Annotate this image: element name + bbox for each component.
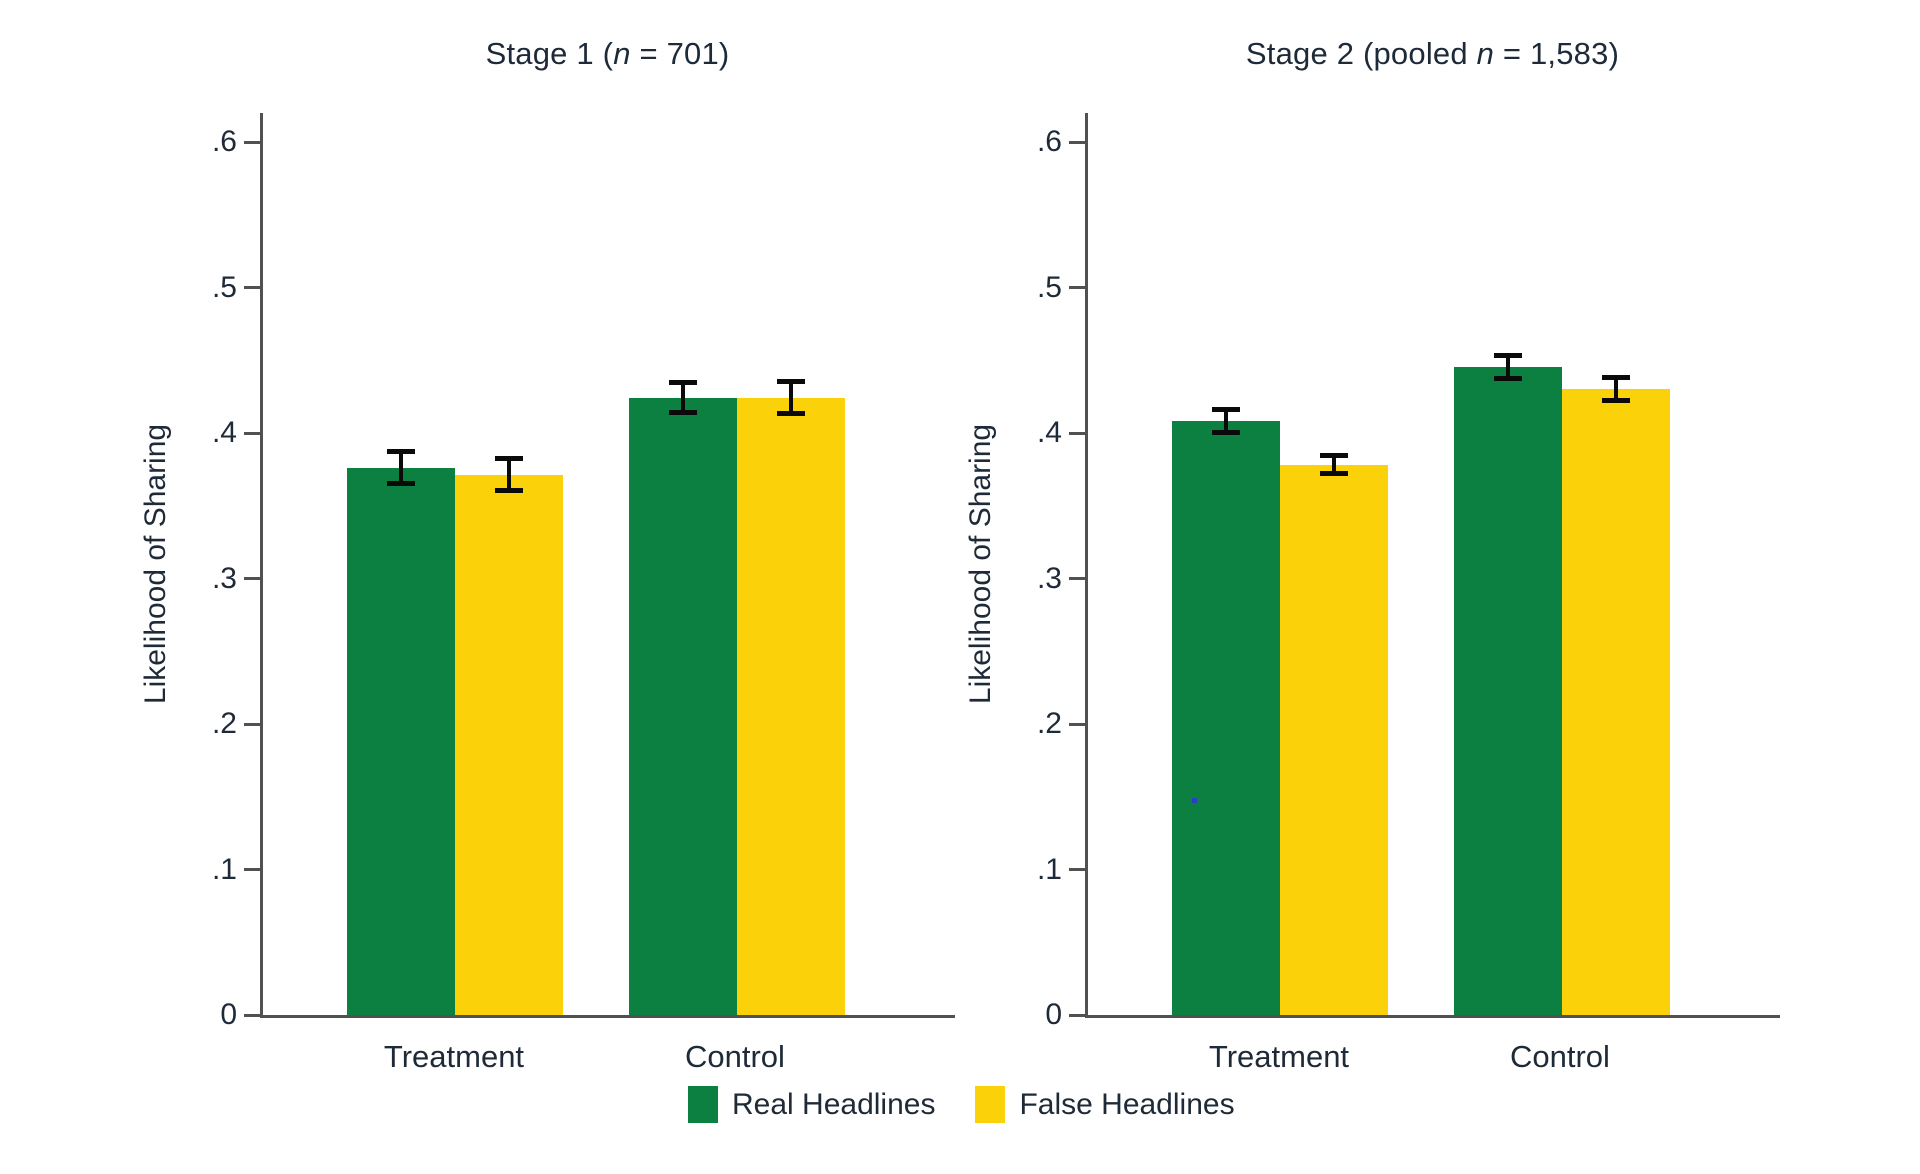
legend-label-real: Real Headlines <box>732 1087 936 1121</box>
error-bar-cap-bottom <box>386 481 415 487</box>
panel2-ytick-.3 <box>1069 577 1085 581</box>
error-bar-line <box>1614 377 1619 401</box>
error-bar-cap-top <box>669 380 698 386</box>
error-bar-cap-bottom <box>1211 430 1240 436</box>
error-bar-cap-top <box>386 449 415 455</box>
panel2-title-prefix: Stage 2 (pooled <box>1245 36 1477 71</box>
panel1-ytick-label-.5: .5 <box>211 270 237 304</box>
panel1-ytick-label-.2: .2 <box>211 707 237 741</box>
panel1-ytick-label-.6: .6 <box>211 125 237 159</box>
panel2-title-n-italic: n <box>1476 36 1495 71</box>
panel2-bar-treatment-false <box>1279 453 1388 1015</box>
panel2-title-suffix: = 1,583) <box>1494 36 1620 71</box>
panel2-ytick-label-.5: .5 <box>1036 270 1062 304</box>
panel2-plot-area: Likelihood of Sharing 0 .1 .2 .3 .4 .5 .6 Treat… <box>964 113 1780 1074</box>
error-bar-cap-top <box>1494 352 1523 358</box>
panel1-ytick-0 <box>244 1013 260 1017</box>
error-bar-line <box>1506 355 1511 379</box>
panel1-ytick-label-0: 0 <box>220 998 237 1031</box>
stray-dot-artifact <box>1192 798 1197 803</box>
panel1-bar-control-false <box>737 379 846 1015</box>
panel1-group-control <box>629 379 846 1015</box>
error-bar-cap-top <box>1319 453 1348 459</box>
panel1-bar-control-real <box>629 380 738 1015</box>
error-bar-cap-bottom <box>669 409 698 415</box>
panel2-ytick-label-.1: .1 <box>1036 852 1062 886</box>
panel2-ytick-.5 <box>1069 286 1085 290</box>
panel1-y-axis-label: Likelihood of Sharing <box>139 423 172 705</box>
legend-item-real-headlines: Real Headlines <box>688 1086 935 1123</box>
panel2-ytick-label-.4: .4 <box>1036 416 1062 450</box>
panel2-xlabel-control: Control <box>1509 1039 1610 1074</box>
legend: Real Headlines False Headlines <box>688 1086 1275 1123</box>
error-bar-line <box>789 381 794 414</box>
panel2-ytick-0 <box>1069 1013 1085 1017</box>
panel2-ytick-.2 <box>1069 722 1085 726</box>
panel1-title-n-italic: n <box>613 36 631 71</box>
panel1-title-suffix: = 701) <box>630 36 730 71</box>
panel1-ytick-.6 <box>244 140 260 144</box>
panel1-xlabel-control: Control <box>684 1039 785 1074</box>
error-bar-line <box>398 451 403 484</box>
legend-swatch-real <box>688 1086 718 1123</box>
error-bar-line <box>681 382 686 413</box>
error-bar-line <box>1223 409 1228 433</box>
panel2-ytick-label-.2: .2 <box>1036 707 1062 741</box>
panel1-ytick-.1 <box>244 868 260 872</box>
panel2-group-treatment <box>1171 406 1388 1015</box>
panel1-ytick-.5 <box>244 286 260 290</box>
panel1-group-treatment <box>346 449 563 1015</box>
legend-item-false-headlines: False Headlines <box>975 1086 1235 1123</box>
error-bar-cap-bottom <box>494 488 523 494</box>
error-bar-cap-bottom <box>1494 376 1523 382</box>
error-bar-cap-bottom <box>777 411 806 417</box>
panel2-ytick-label-.3: .3 <box>1036 561 1062 595</box>
panel2-bar-control-false <box>1562 374 1671 1015</box>
panel2-bar-treatment-real <box>1171 406 1280 1015</box>
panel2-bar-control-real <box>1454 352 1563 1015</box>
panel1-title-prefix: Stage 1 ( <box>485 36 614 71</box>
panel2-ytick-label-.6: .6 <box>1036 125 1062 159</box>
panel1-ytick-label-.1: .1 <box>211 852 237 886</box>
panel1-bar-treatment-false <box>454 456 563 1015</box>
panel1-bar-treatment-real <box>346 449 455 1015</box>
error-bar-cap-top <box>494 456 523 462</box>
error-bar-cap-top <box>1211 406 1240 412</box>
error-bar-cap-top <box>777 379 806 385</box>
legend-label-false: False Headlines <box>1019 1087 1235 1121</box>
error-bar-line <box>1331 455 1336 474</box>
panel2-ytick-.1 <box>1069 868 1085 872</box>
panel1-ytick-.2 <box>244 722 260 726</box>
panel2-title: Stage 2 (pooled n = 1,583) <box>1085 36 1780 72</box>
error-bar-cap-bottom <box>1319 470 1348 476</box>
panel2-y-axis-label: Likelihood of Sharing <box>964 423 997 705</box>
legend-swatch-false <box>975 1086 1006 1123</box>
error-bar-line <box>506 458 511 491</box>
panel1-xlabel-treatment: Treatment <box>383 1039 525 1074</box>
panel1-ytick-.4 <box>244 431 260 435</box>
panel2-ytick-label-0: 0 <box>1045 998 1062 1031</box>
panel1-ytick-.3 <box>244 577 260 581</box>
panel1-ytick-label-.3: .3 <box>211 561 237 595</box>
error-bar-cap-top <box>1602 374 1631 380</box>
panel1-title: Stage 1 (n = 701) <box>260 36 955 72</box>
panel1-plot-area: Likelihood of Sharing 0 .1 .2 .3 .4 .5 .6 Treat… <box>139 113 955 1074</box>
panel2-group-control <box>1454 352 1671 1015</box>
error-bar-cap-bottom <box>1602 397 1631 403</box>
panel2-xlabel-treatment: Treatment <box>1208 1039 1350 1074</box>
panel1-ytick-label-.4: .4 <box>211 416 237 450</box>
panel2-ytick-.4 <box>1069 431 1085 435</box>
panel2-ytick-.6 <box>1069 140 1085 144</box>
